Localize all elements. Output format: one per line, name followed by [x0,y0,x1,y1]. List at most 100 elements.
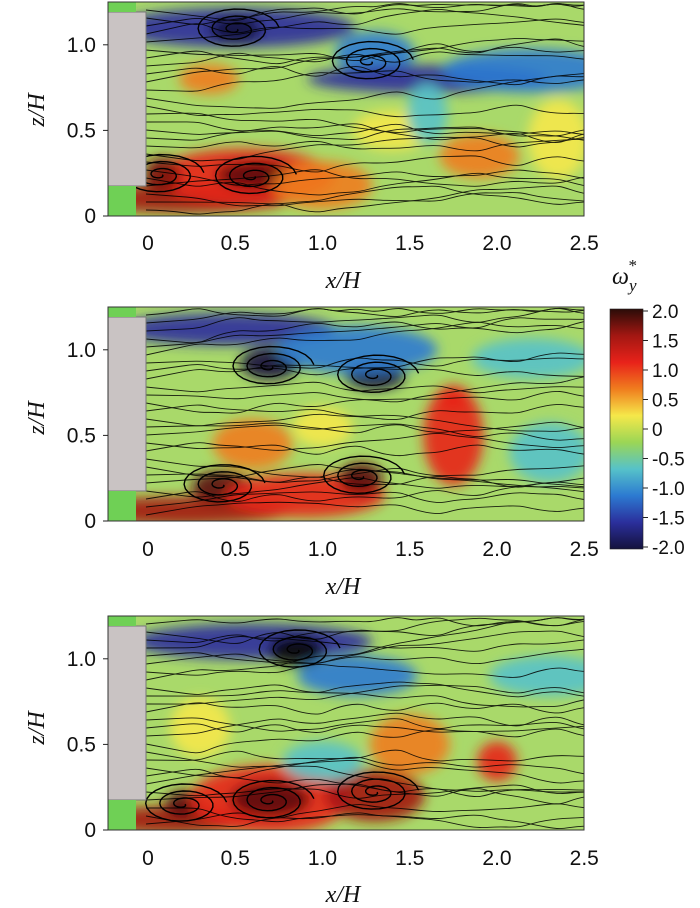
streamline [145,723,584,733]
streamline [145,630,584,665]
streamline [145,728,584,754]
x-tick-label: 2.5 [570,232,599,255]
vortex-core [336,354,420,394]
streamline [145,751,584,793]
top-strip [108,307,136,317]
y-tick-label: 0.5 [67,119,96,142]
streamline [145,169,584,186]
x-tick-label: 0.5 [221,538,250,561]
vortex-core [232,779,315,819]
vortex-core [258,629,341,668]
x-axis-label: x/H [325,882,362,908]
streamline [145,681,584,698]
y-tick-label: 0 [84,819,96,842]
x-tick-label: 1.5 [395,847,424,870]
y-tick-label: 1.0 [67,34,96,57]
x-tick-label: 2.5 [570,538,599,561]
ground-strip [108,491,136,521]
vorticity-panel-3: 0 0.5 1.0 0 0.5 1.0 1.5 2.0 2.5 x/H z/H [24,615,599,908]
streamline [145,307,584,324]
colorbar-tick-label: 2.0 [652,302,678,323]
streamlines [145,307,584,516]
streamline [145,620,584,681]
plot-frame [107,1,585,217]
y-tick-label: 1.0 [67,339,96,362]
vortex-core [232,345,315,385]
streamline [145,648,584,665]
colorbar-tick-label: 0 [652,420,663,441]
streamline [145,617,584,644]
streamline [145,112,584,141]
streamline [145,442,584,457]
streamline [145,767,584,797]
streamline [145,756,584,778]
x-tick-label: 2.0 [482,847,511,870]
colorbar-title: ωy* [612,256,637,295]
x-tick-label: 1.0 [308,847,337,870]
streamline [145,3,584,27]
top-strip [108,616,136,626]
streamline [145,421,584,434]
x-tick-label: 0 [142,232,154,255]
x-tick-label: 0 [142,847,154,870]
colorbar-tick-label: 1.5 [652,332,678,353]
streamline [145,8,584,43]
x-tick-label: 1.0 [308,538,337,561]
streamline [145,185,584,215]
y-tick-label: 1.0 [67,648,96,671]
vortex-core [331,40,414,80]
y-tick-label: 0.5 [67,733,96,756]
colorbar: ωy* 2.0 1.5 1.0 0.5 0 -0.5 -1.0 -1.5 -2.0 [609,256,685,559]
streamline [145,172,584,196]
streamline [145,104,584,118]
streamline [145,404,584,432]
streamline [145,702,584,715]
vortex-core [197,8,280,47]
streamline [145,169,584,187]
streamline [145,123,584,148]
streamline [145,38,584,83]
streamline [145,381,584,394]
streamline [145,807,584,829]
y-axis-label: z/H [24,400,50,436]
y-tick-label: 0 [84,205,96,228]
vortex-core [144,783,228,822]
x-tick-label: 2.5 [570,847,599,870]
x-tick-label: 1.0 [308,232,337,255]
streamlines [145,617,584,829]
x-axis-label: x/H [325,268,362,294]
streamline [145,364,584,380]
colorbar-tick-label: -2.0 [652,538,685,559]
y-tick-label: 0.5 [67,424,96,447]
x-tick-label: 1.5 [395,232,424,255]
colorbar-tick-label: 0.5 [652,391,678,412]
streamline [145,684,584,705]
streamline [145,812,584,829]
streamline [145,501,584,516]
streamline [145,133,584,162]
y-axis-label: z/H [24,92,50,128]
streamline [145,759,584,785]
streamline [145,73,584,109]
colorbar-tick-label: 1.0 [652,361,678,382]
streamline [145,803,584,825]
streamline [145,403,584,427]
streamline [145,37,584,61]
vortex-core [322,455,406,495]
vortex-core [336,771,420,810]
plot-frame [107,615,585,831]
x-tick-label: 0 [142,538,154,561]
colorbar-gradient [609,308,644,550]
streamline [145,690,584,708]
streamline [145,390,584,414]
streamline [145,784,584,799]
streamline [145,185,584,205]
vorticity-contours [108,617,584,830]
vorticity-panel-2: 0 0.5 1.0 0 0.5 1.0 1.5 2.0 2.5 x/H z/H [24,306,599,600]
streamline [145,663,584,678]
streamline [145,121,584,137]
streamline [145,321,584,356]
colorbar-tick-label: -1.5 [652,509,685,530]
streamline [145,465,584,483]
ground-strip [108,800,136,830]
